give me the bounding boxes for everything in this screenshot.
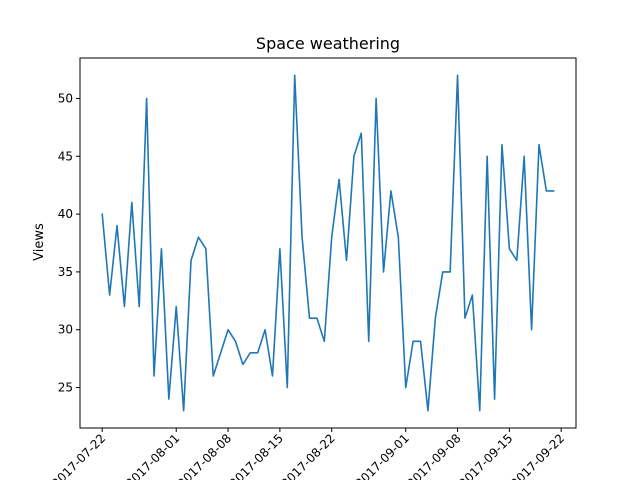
x-tick-label: 2017-09-15 — [456, 431, 515, 480]
x-tick-label: 2017-08-08 — [175, 431, 234, 480]
x-axis: 2017-07-22 2017-08-012017-08-082017-08-15… — [49, 428, 567, 480]
series-line — [101, 74, 555, 412]
x-tick-label: 2017-08-01 — [123, 431, 182, 480]
y-tick-label: 50 — [58, 91, 73, 105]
chart-title: Space weathering — [256, 34, 400, 53]
x-tick-label: 2017-09-01 — [353, 431, 412, 480]
x-tick-label: 2017-08-22 — [279, 431, 338, 480]
plot-area-frame — [79, 57, 577, 429]
x-tick-label: 2017-08-15 — [227, 431, 286, 480]
y-tick-label: 30 — [58, 323, 73, 337]
y-tick-label: 35 — [58, 265, 73, 279]
y-tick-label: 25 — [58, 381, 73, 395]
y-axis: 25 30 35 40 45 50 — [58, 91, 80, 395]
x-tick-label: 2017-07-22 — [49, 431, 108, 480]
x-tick-label: 2017-09-08 — [404, 431, 463, 480]
y-tick-label: 40 — [58, 207, 73, 221]
y-axis-label: Views — [32, 223, 47, 261]
y-tick-label: 45 — [58, 149, 73, 163]
x-tick-label: 2017-09-22 — [508, 431, 567, 480]
